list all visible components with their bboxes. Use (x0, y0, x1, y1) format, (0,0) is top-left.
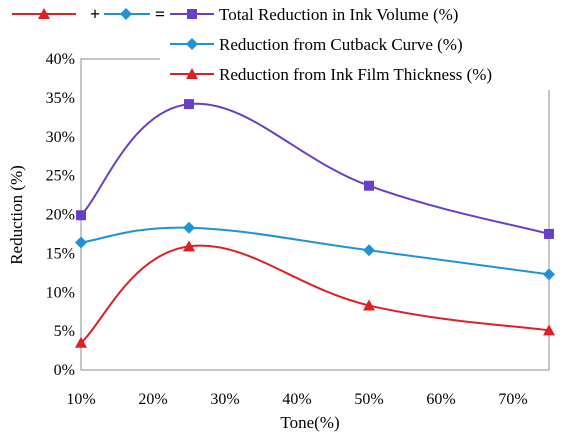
x-tick-label: 60% (426, 391, 455, 408)
series-line (80, 102, 550, 235)
x-axis-title: Tone(%) (280, 413, 339, 432)
series-line (80, 244, 550, 344)
data-point (183, 240, 195, 252)
x-tick-label: 70% (498, 391, 527, 408)
legend-label: Reduction from Ink Film Thickness (%) (219, 65, 492, 84)
y-tick-label: 40% (46, 51, 75, 68)
series-layer (75, 99, 555, 348)
y-tick-label: 15% (46, 245, 75, 262)
data-point (76, 210, 86, 221)
data-point (543, 324, 555, 336)
data-point (363, 299, 375, 311)
legend-background (160, 2, 560, 90)
legend-square-marker (187, 9, 197, 19)
y-tick-label: 10% (46, 284, 75, 301)
series-group (75, 221, 555, 281)
data-point (184, 99, 194, 110)
data-point (183, 221, 195, 234)
series-group (75, 240, 555, 348)
x-tick-label: 40% (282, 391, 311, 408)
legend-label: Total Reduction in Ink Volume (%) (219, 5, 458, 24)
y-axis-title: Reduction (%) (7, 165, 26, 265)
x-tick-label: 10% (66, 391, 95, 408)
data-point (363, 244, 375, 257)
legend-plus-sign: + (90, 4, 100, 24)
data-point (75, 236, 87, 249)
y-tick-label: 0% (54, 362, 75, 379)
x-tick-label: 30% (210, 391, 239, 408)
data-point (75, 336, 87, 348)
data-point (364, 180, 374, 191)
x-tick-label: 50% (354, 391, 383, 408)
y-tick-label: 35% (46, 90, 75, 107)
y-tick-label: 5% (54, 323, 75, 340)
data-point (543, 268, 555, 281)
y-tick-label: 20% (46, 207, 75, 224)
x-tick-label: 20% (138, 391, 167, 408)
legend-triangle-marker (38, 8, 50, 19)
y-axis-ticks: 0% 5% 10% 15% 20% 25% 30% 35% 40% (46, 51, 75, 379)
legend-triangle-marker (186, 68, 198, 79)
data-point (544, 228, 554, 239)
series-group (76, 99, 554, 239)
legend-equals-sign: = (155, 4, 165, 24)
legend-diamond-marker (120, 8, 132, 20)
x-axis-ticks: 10% 20% 30% 40% 50% 60% 70% (66, 391, 527, 408)
legend: + = Total Reduction in Ink Volume (%) Reduc… (12, 4, 492, 84)
legend-label: Reduction from Cutback Curve (%) (219, 35, 463, 54)
legend-diamond-marker (186, 38, 198, 50)
y-tick-label: 30% (46, 129, 75, 146)
y-tick-label: 25% (46, 168, 75, 185)
series-line (80, 226, 550, 276)
